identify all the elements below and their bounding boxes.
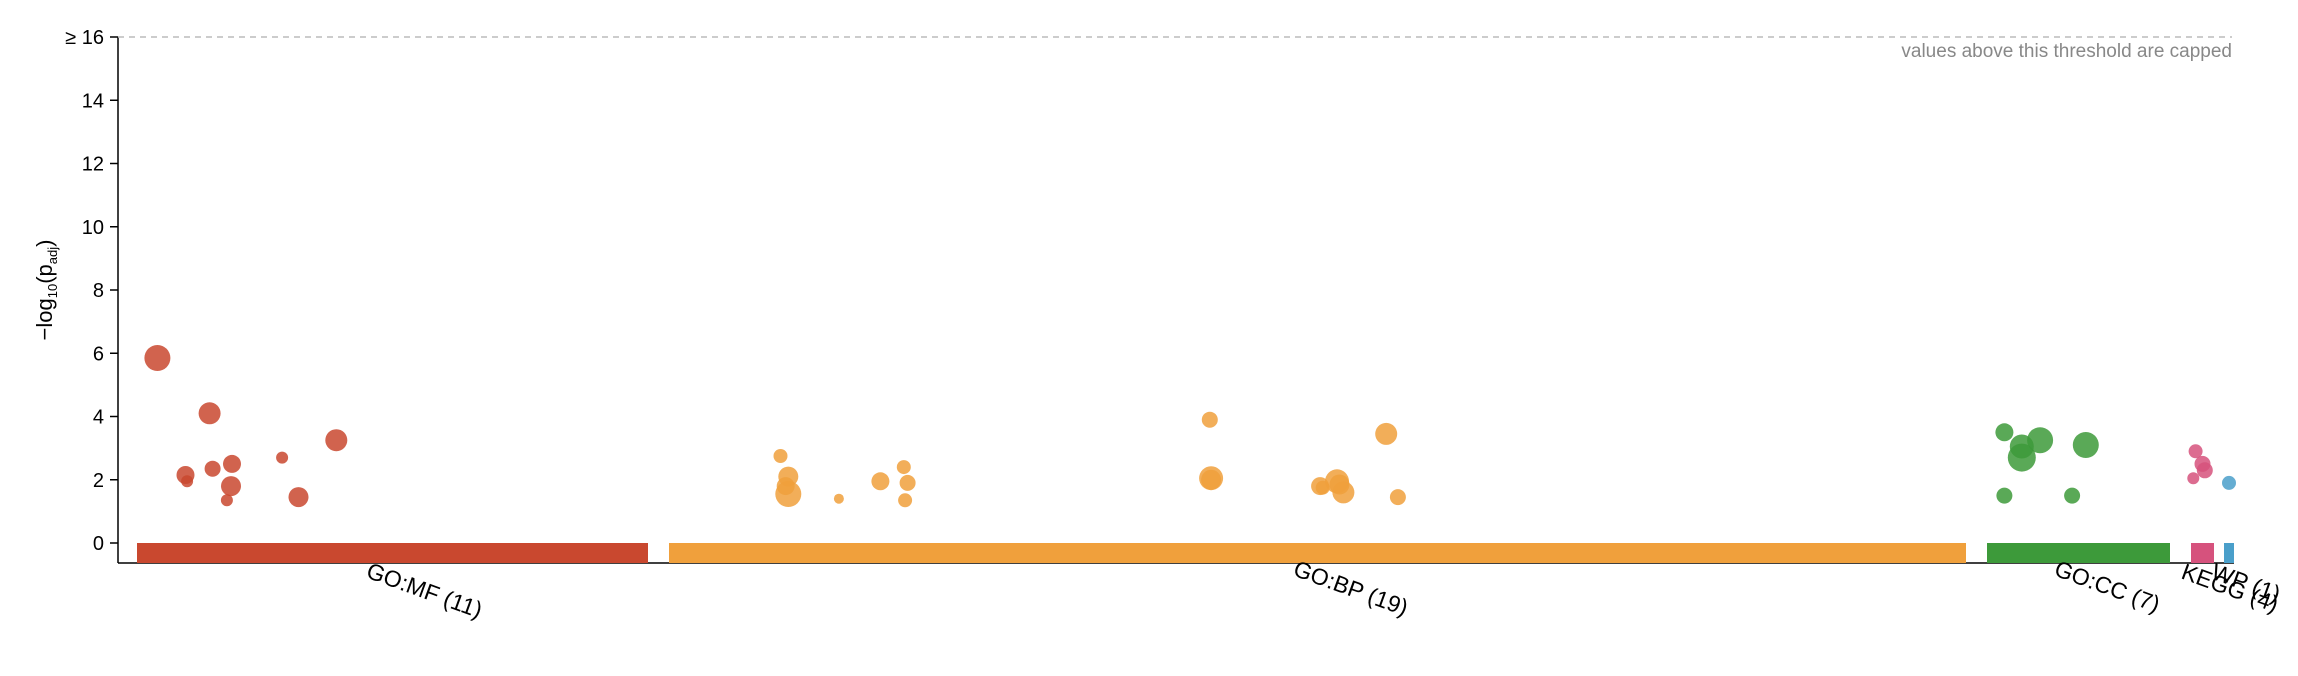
y-tick-label: 0 xyxy=(93,533,104,555)
data-point[interactable] xyxy=(1315,480,1330,495)
data-point[interactable] xyxy=(2187,472,2200,485)
data-point[interactable] xyxy=(833,493,844,504)
data-point[interactable] xyxy=(896,460,911,475)
data-point[interactable] xyxy=(181,475,194,488)
y-tick-label: 10 xyxy=(82,217,104,239)
data-point[interactable] xyxy=(871,472,890,491)
y-axis: 0 2 4 6 8 10 12 14 ≥ 16 xyxy=(65,27,2234,564)
y-tick-label: 4 xyxy=(93,407,104,429)
category-bar-go-cc xyxy=(1987,543,2170,563)
data-point[interactable] xyxy=(2188,444,2203,459)
category-bar-kegg xyxy=(2191,543,2214,563)
data-point[interactable] xyxy=(223,454,241,473)
data-point[interactable] xyxy=(899,474,916,491)
data-point[interactable] xyxy=(1389,489,1406,506)
category-bar-go-bp xyxy=(669,543,1966,563)
category-label: GO:BP (19) xyxy=(1290,555,1411,620)
data-point[interactable] xyxy=(2072,432,2099,458)
category-label: GO:CC (7) xyxy=(2051,555,2163,617)
cap-threshold-note: values above this threshold are capped xyxy=(1901,41,2232,62)
category-bar-go-mf xyxy=(137,543,648,563)
data-point[interactable] xyxy=(2027,427,2054,454)
category-label: GO:MF (11) xyxy=(363,557,486,623)
data-point[interactable] xyxy=(778,466,799,487)
y-tick-label: ≥ 16 xyxy=(65,27,104,49)
data-point[interactable] xyxy=(898,493,913,508)
data-point[interactable] xyxy=(2007,443,2036,472)
data-points xyxy=(144,345,2236,508)
data-point[interactable] xyxy=(1201,469,1222,490)
data-point[interactable] xyxy=(2196,462,2213,479)
data-point[interactable] xyxy=(220,494,233,507)
data-point[interactable] xyxy=(198,402,221,425)
data-point[interactable] xyxy=(288,487,309,508)
category-bar-wp xyxy=(2224,543,2234,563)
category-bars xyxy=(137,543,2234,563)
data-point[interactable] xyxy=(144,345,171,371)
data-point[interactable] xyxy=(325,429,348,452)
category-labels: GO:MF (11) GO:BP (19) GO:CC (7) KEGG (4)WP … xyxy=(363,555,2284,623)
data-point[interactable] xyxy=(204,460,221,477)
data-point[interactable] xyxy=(2064,487,2081,504)
y-tick-label: 14 xyxy=(82,90,104,112)
data-point[interactable] xyxy=(1201,411,1218,428)
y-axis-label: −log10(padj) xyxy=(32,240,60,341)
data-point[interactable] xyxy=(773,449,788,463)
data-point[interactable] xyxy=(221,476,241,497)
data-point[interactable] xyxy=(1996,487,2013,504)
data-point[interactable] xyxy=(1332,481,1355,504)
data-point[interactable] xyxy=(2222,475,2236,490)
data-point[interactable] xyxy=(1995,423,2014,442)
data-point[interactable] xyxy=(775,481,802,507)
y-tick-label: 8 xyxy=(93,280,104,302)
data-point[interactable] xyxy=(1375,422,1398,445)
y-tick-label: 6 xyxy=(93,343,104,365)
data-point[interactable] xyxy=(276,451,289,464)
y-tick-label: 12 xyxy=(82,154,104,176)
y-tick-label: 2 xyxy=(93,470,104,492)
